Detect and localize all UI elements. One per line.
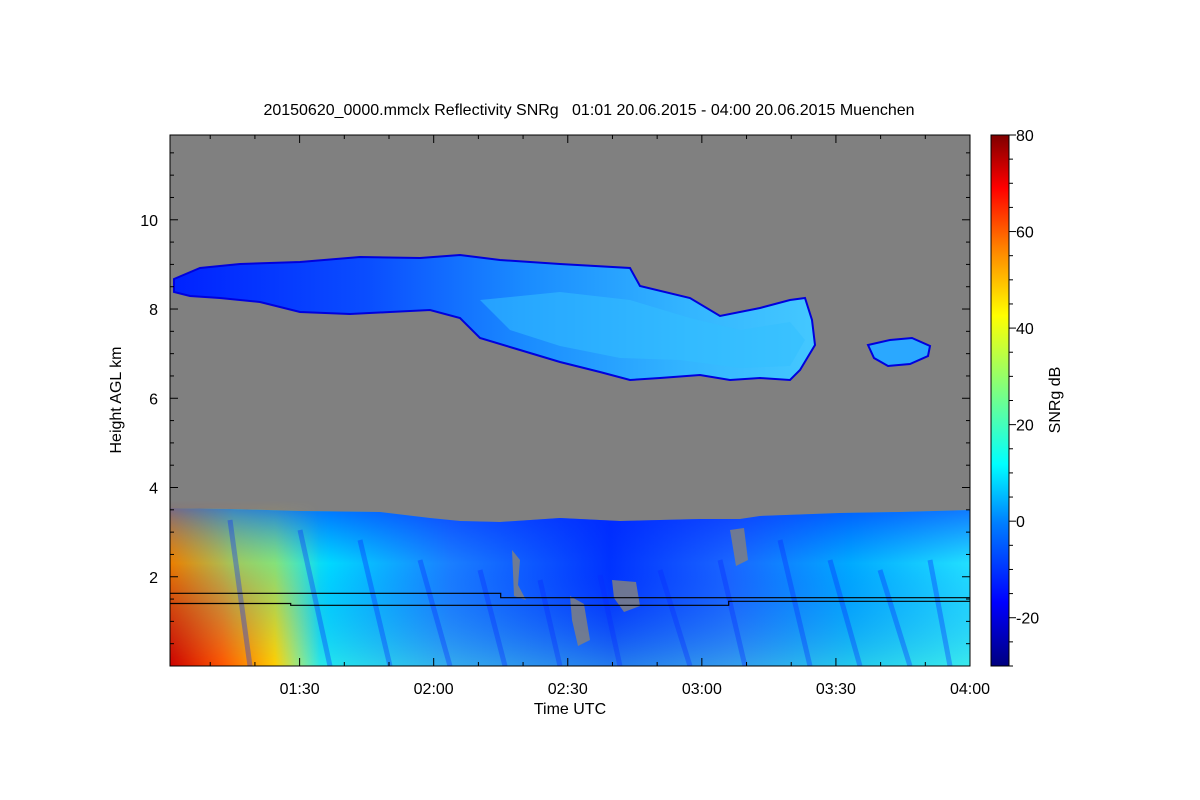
x-tick-label: 02:30: [548, 681, 588, 698]
low-echo-shading: [170, 508, 970, 666]
cloud-core: [480, 292, 805, 368]
y-tick-label: 8: [149, 302, 158, 319]
x-tick-label: 04:00: [950, 681, 990, 698]
y-tick-label: 2: [149, 570, 158, 587]
y-axis: 2 4 6 8 10: [140, 152, 970, 645]
overlay-line-1: [170, 592, 970, 599]
plot-area: [170, 135, 970, 666]
hot-surface-echo: [170, 500, 320, 666]
overlay-line-2: [170, 600, 970, 606]
y-axis-label: Height AGL km: [108, 346, 125, 453]
colorbar-tick-label: 0: [1016, 514, 1025, 531]
y-tick-label: 10: [140, 213, 158, 230]
colorbar-tick-label: 80: [1016, 128, 1034, 145]
colorbar-tick-label: 20: [1016, 418, 1034, 435]
chart-title: 20150620_0000.mmclx Reflectivity SNRg 01…: [263, 102, 914, 119]
y-tick-label: 4: [149, 481, 158, 498]
colorbar-tick-label: -20: [1016, 611, 1039, 628]
colorbar: [990, 134, 1010, 667]
x-axis: 01:30 02:00 02:30 03:00 03:30 04:00: [209, 135, 990, 698]
x-tick-label: 01:30: [280, 681, 320, 698]
colorbar-label: SNRg dB: [1047, 367, 1064, 434]
echo-gaps: [512, 528, 748, 646]
plot-frame: [169, 134, 971, 667]
x-axis-label: Time UTC: [534, 701, 606, 718]
x-tick-label: 02:00: [414, 681, 454, 698]
x-tick-label: 03:00: [682, 681, 722, 698]
small-cloud: [866, 336, 932, 368]
colorbar-axis: -20 0 20 40 60 80: [1009, 128, 1039, 667]
x-tick-label: 03:30: [816, 681, 856, 698]
colorbar-tick-label: 40: [1016, 321, 1034, 338]
colorbar-tick-label: 60: [1016, 225, 1034, 242]
y-tick-label: 6: [149, 391, 158, 408]
